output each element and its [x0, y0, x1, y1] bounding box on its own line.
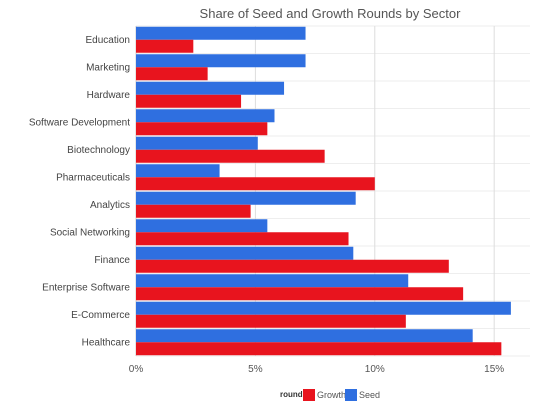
bar-seed-education [136, 26, 306, 40]
bar-growth-pharmaceuticals [136, 177, 375, 191]
category-label-software-development: Software Development [29, 117, 130, 128]
category-label-e-commerce: E-Commerce [71, 310, 130, 321]
category-labels: Education Marketing Hardware Software Devel… [29, 35, 131, 349]
bar-growth-finance [136, 259, 449, 273]
bar-growth-analytics [136, 204, 251, 218]
category-label-healthcare: Healthcare [82, 337, 131, 348]
bar-seed-enterprise-software [136, 274, 409, 288]
x-tick-label: 15% [484, 364, 504, 375]
legend-swatch-seed [345, 389, 357, 401]
bar-growth-marketing [136, 67, 208, 81]
legend: round Growth Seed [280, 389, 380, 401]
x-tick-label: 5% [248, 364, 263, 375]
legend-label-growth: Growth [317, 390, 346, 400]
legend-swatch-growth [303, 389, 315, 401]
bar-seed-analytics [136, 191, 356, 205]
bar-seed-hardware [136, 81, 285, 95]
category-label-enterprise-software: Enterprise Software [42, 282, 130, 293]
legend-title: round [280, 390, 303, 399]
bar-growth-software-development [136, 122, 268, 136]
bar-seed-social-networking [136, 219, 268, 233]
x-tick-labels: 0% 5% 10% 15% [129, 364, 505, 375]
category-label-analytics: Analytics [90, 200, 130, 211]
category-label-pharmaceuticals: Pharmaceuticals [56, 172, 130, 183]
category-label-finance: Finance [94, 255, 130, 266]
bar-seed-software-development [136, 109, 275, 123]
bar-seed-marketing [136, 54, 306, 68]
x-tick-label: 10% [365, 364, 385, 375]
bar-seed-healthcare [136, 329, 473, 343]
bar-growth-e-commerce [136, 314, 406, 328]
category-label-education: Education [86, 35, 130, 46]
category-label-hardware: Hardware [87, 90, 131, 101]
chart-title: Share of Seed and Growth Rounds by Secto… [200, 6, 462, 21]
bars [136, 26, 511, 356]
bar-growth-social-networking [136, 232, 349, 246]
bar-growth-hardware [136, 94, 242, 108]
legend-label-seed: Seed [359, 390, 380, 400]
bar-growth-biotechnology [136, 149, 325, 163]
bar-growth-healthcare [136, 342, 502, 356]
gridlines [135, 25, 530, 357]
category-label-marketing: Marketing [86, 62, 130, 73]
bar-seed-biotechnology [136, 136, 258, 150]
category-label-social-networking: Social Networking [50, 227, 130, 238]
x-tick-label: 0% [129, 364, 144, 375]
bar-growth-education [136, 39, 194, 53]
bar-seed-pharmaceuticals [136, 164, 220, 178]
bar-growth-enterprise-software [136, 287, 464, 301]
bar-seed-finance [136, 246, 354, 260]
bar-seed-e-commerce [136, 301, 511, 315]
category-label-biotechnology: Biotechnology [67, 145, 130, 156]
